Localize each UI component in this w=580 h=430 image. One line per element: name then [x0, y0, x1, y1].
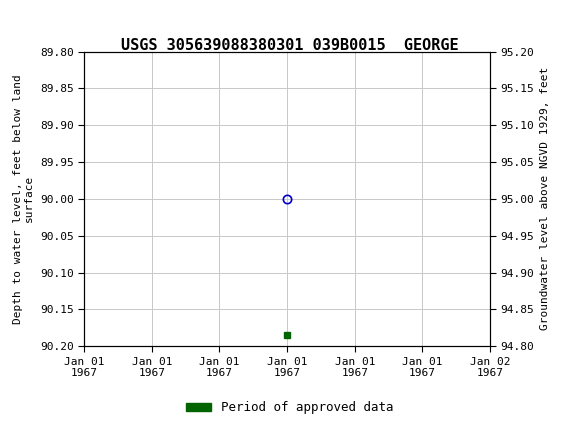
Legend: Period of approved data: Period of approved data: [181, 396, 399, 419]
Y-axis label: Groundwater level above NGVD 1929, feet: Groundwater level above NGVD 1929, feet: [540, 67, 550, 331]
Y-axis label: Depth to water level, feet below land
surface: Depth to water level, feet below land su…: [13, 74, 34, 324]
FancyBboxPatch shape: [6, 3, 38, 32]
Text: ≋USGS: ≋USGS: [7, 10, 53, 25]
Text: USGS 305639088380301 039B0015  GEORGE: USGS 305639088380301 039B0015 GEORGE: [121, 38, 459, 52]
